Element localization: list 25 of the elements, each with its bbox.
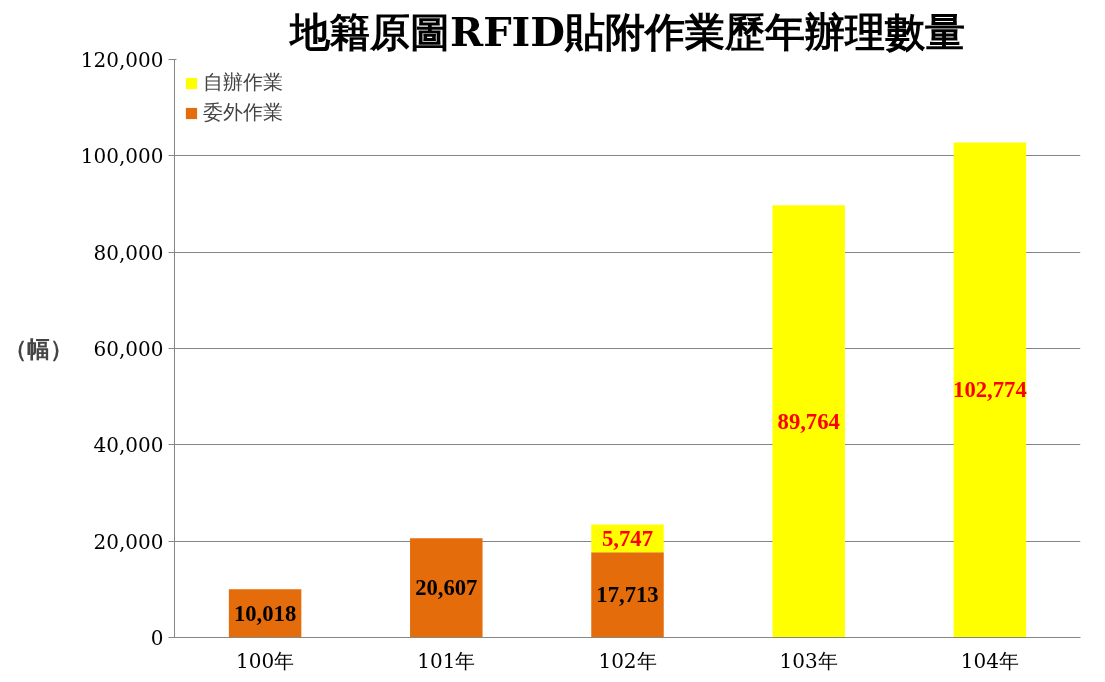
y-tick-label: 60,000 [93, 337, 164, 361]
data-label: 20,607 [415, 575, 478, 601]
x-tick-label: 101年 [417, 648, 476, 673]
y-tick-label: 40,000 [93, 433, 164, 458]
y-axis-title: （幅） [3, 335, 73, 362]
y-tick-label: 100,000 [80, 144, 164, 169]
y-tick-label: 20,000 [93, 529, 164, 554]
bar [410, 538, 483, 638]
data-label: 5,747 [602, 525, 653, 551]
y-tick-label: 80,000 [93, 240, 164, 265]
x-tick-label: 100年 [236, 648, 295, 673]
x-tick-label: 104年 [960, 648, 1019, 673]
legend-label: 委外作業 [203, 99, 283, 126]
data-label: 89,764 [777, 408, 840, 434]
bar [953, 142, 1027, 638]
chart-title: 地籍原圖RFID貼附作業歷年辦理數量 [287, 7, 966, 55]
legend-label: 自辦作業 [203, 69, 283, 96]
y-tick-label: 0 [150, 626, 164, 650]
bar [772, 205, 845, 638]
data-label: 10,018 [233, 600, 297, 626]
x-tick-label: 102年 [598, 648, 657, 673]
x-tick-label: 103年 [779, 648, 838, 673]
data-label: 17,713 [596, 582, 659, 608]
bar [591, 552, 664, 638]
y-tick-label: 120,000 [80, 48, 164, 72]
